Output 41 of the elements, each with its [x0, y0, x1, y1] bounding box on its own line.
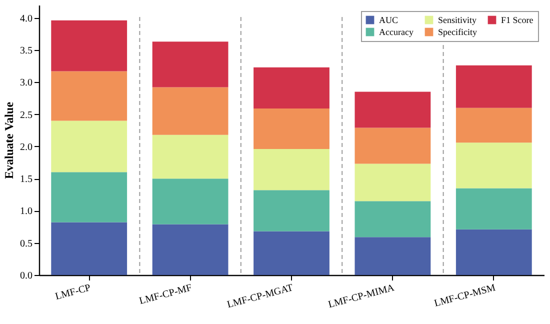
y-axis-title: Evaluate Value: [2, 101, 16, 180]
bar: [51, 71, 128, 121]
bar: [254, 149, 330, 190]
bar: [354, 237, 431, 275]
y-tick-label: 0.5: [20, 238, 32, 250]
bar: [254, 108, 330, 149]
bar: [152, 42, 228, 88]
x-tick-label: LMF-CP: [54, 282, 92, 302]
bar: [51, 20, 128, 72]
bar: [354, 201, 431, 238]
bar: [456, 108, 532, 143]
bar: [354, 92, 431, 128]
y-tick-label: 4.0: [20, 13, 32, 24]
bar: [456, 65, 532, 108]
bar: [254, 190, 330, 232]
bar: [254, 67, 330, 108]
legend-label: Accuracy: [379, 27, 414, 37]
bar: [152, 134, 228, 179]
y-tick-label: 2.5: [20, 110, 32, 121]
bar: [152, 224, 228, 275]
bar: [456, 229, 532, 275]
bar: [51, 172, 128, 222]
bar: [354, 128, 431, 164]
bar: [456, 142, 532, 188]
y-tick-label: 3.5: [20, 46, 32, 56]
bar: [354, 164, 431, 202]
legend-label: Sensitivity: [438, 15, 478, 25]
y-tick-label: 1.0: [20, 206, 32, 218]
bar: [152, 178, 228, 224]
bar: [456, 188, 532, 230]
bar: [51, 222, 128, 275]
legend-label: F1 Score: [501, 15, 534, 25]
legend-label: AUC: [379, 15, 398, 25]
y-tick-label: 3.0: [20, 78, 32, 89]
bar: [51, 120, 128, 172]
y-tick-label: 1.5: [20, 174, 32, 186]
y-tick-label: 0.0: [20, 270, 32, 282]
legend-label: Specificity: [438, 27, 478, 37]
bar: [152, 87, 228, 135]
bar: [254, 231, 330, 275]
y-tick-label: 2.0: [20, 142, 32, 153]
